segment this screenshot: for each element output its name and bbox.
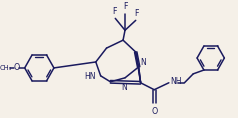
Text: F: F (134, 9, 139, 18)
Text: CH₃: CH₃ (0, 65, 12, 71)
Text: O: O (14, 63, 20, 72)
Text: F: F (112, 7, 117, 16)
Text: F: F (123, 2, 127, 11)
Text: O: O (151, 107, 157, 116)
Text: N: N (141, 58, 146, 67)
Text: HN: HN (84, 72, 96, 81)
Text: N: N (121, 83, 127, 92)
Text: NH: NH (170, 77, 181, 86)
